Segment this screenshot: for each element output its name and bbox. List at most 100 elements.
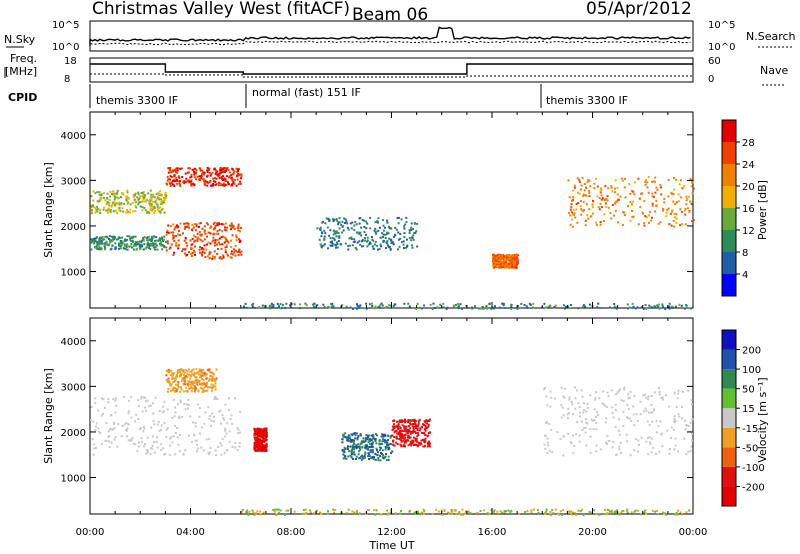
vel-cell-3-244 xyxy=(363,441,366,443)
noise-left-label: N.Sky xyxy=(4,33,36,46)
power-cell-1-256 xyxy=(100,239,103,242)
vel-cell-1-40 xyxy=(183,390,185,393)
vel-cell-0-214 xyxy=(204,411,207,414)
power-cell-6-69 xyxy=(681,223,684,225)
power-cell-2-96 xyxy=(233,170,236,173)
vel-cell-5-118 xyxy=(570,442,573,445)
power-cell-2-236 xyxy=(224,184,227,187)
power-cell-1-19 xyxy=(93,242,96,245)
vel-cell-4-210 xyxy=(404,433,407,436)
power-cell-2-114 xyxy=(173,178,176,181)
vel-cell-0-90 xyxy=(177,443,180,446)
power-cell-6-105 xyxy=(660,186,663,189)
power-cell-2-90 xyxy=(225,175,228,178)
vel-ground-cell-137 xyxy=(545,508,548,511)
vel-cell-0-185 xyxy=(168,454,171,457)
power-cell-3-100 xyxy=(234,254,237,257)
power-cell-0-173 xyxy=(113,198,116,201)
x-ticks: 00:00 04:00 08:00 12:00 16:00 20:00 00:00 xyxy=(76,527,708,538)
power-cell-4-127 xyxy=(386,244,389,247)
power-ground-cell-219 xyxy=(640,306,643,309)
power-cell-0-225 xyxy=(117,197,120,200)
vel-ground-cell-142 xyxy=(263,513,266,516)
vel-cell-0-12 xyxy=(211,412,214,415)
power-cell-2-98 xyxy=(232,169,235,172)
vel-cell-0-169 xyxy=(110,441,113,444)
vel-cell-3-13 xyxy=(344,432,347,435)
power-cell-3-212 xyxy=(221,243,224,246)
vel-cell-5-183 xyxy=(639,400,642,403)
power-cell-4-103 xyxy=(372,239,375,242)
vel-cell-1-226 xyxy=(190,381,193,384)
vel-cell-4-242 xyxy=(397,424,400,427)
vel-cell-0-78 xyxy=(200,426,203,429)
power-ground-cell-81 xyxy=(661,303,664,306)
vel-cell-0-133 xyxy=(226,422,229,425)
power-cell-4-241 xyxy=(327,217,330,220)
vel-cell-5-167 xyxy=(568,398,571,401)
power-cell-0-246 xyxy=(97,200,100,203)
power-cbar-swatch-7 xyxy=(722,120,736,142)
power-cell-3-245 xyxy=(240,250,243,253)
power-cell-1-253 xyxy=(94,246,97,249)
power-cell-6-183 xyxy=(584,219,587,222)
power-cell-3-68 xyxy=(173,235,176,238)
power-cell-6-9 xyxy=(651,180,653,183)
power-cell-2-33 xyxy=(211,171,214,174)
power-cell-6-102 xyxy=(645,216,648,219)
vel-cell-4-122 xyxy=(405,425,408,428)
vel-cell-3-116 xyxy=(368,434,371,437)
vel-cell-3-11 xyxy=(375,447,378,450)
power-cell-5-195 xyxy=(496,262,499,264)
power-cell-4-172 xyxy=(318,238,321,241)
power-cell-6-192 xyxy=(672,200,675,203)
vel-ground-cell-105 xyxy=(573,511,576,514)
vel-ground-cell-178 xyxy=(437,510,440,513)
vel-cell-0-100 xyxy=(115,404,118,407)
vel-cell-3-109 xyxy=(341,441,344,444)
power-cell-1-139 xyxy=(163,245,166,248)
vel-cell-0-248 xyxy=(102,398,105,401)
power-cell-2-162 xyxy=(230,174,233,177)
vel-cell-0-183 xyxy=(185,403,188,406)
power-ground-cell-211 xyxy=(503,307,506,310)
power-cell-6-35 xyxy=(665,211,668,214)
power-cell-5-207 xyxy=(508,266,511,269)
vel-cell-1-41 xyxy=(194,376,197,379)
power-ground-cell-175 xyxy=(341,304,344,307)
power-cell-1-24 xyxy=(124,238,126,241)
power-cell-3-140 xyxy=(184,222,187,225)
power-cell-6-198 xyxy=(690,185,693,188)
vel-cell-3-67 xyxy=(357,445,360,448)
power-ground-cell-95 xyxy=(457,305,460,308)
vel-cell-5-156 xyxy=(640,436,643,439)
vel-cell-1-95 xyxy=(212,373,215,376)
power-cell-3-186 xyxy=(230,224,233,227)
power-cell-6-174 xyxy=(643,222,646,225)
vel-cell-2-162 xyxy=(263,429,266,432)
vel-cell-5-73 xyxy=(563,396,566,399)
power-cell-6-21 xyxy=(599,221,602,223)
power-cell-3-232 xyxy=(172,223,175,226)
power-cell-3-208 xyxy=(206,223,209,226)
power-cell-6-18 xyxy=(575,208,578,211)
vel-cell-5-132 xyxy=(628,396,631,399)
vel-cell-5-56 xyxy=(627,397,630,400)
power-ground-cell-131 xyxy=(323,306,326,308)
power-ground-cell-157 xyxy=(377,306,380,309)
power-cell-5-230 xyxy=(498,265,501,267)
vel-cell-1-202 xyxy=(177,382,180,385)
vel-cell-3-187 xyxy=(342,453,345,456)
power-cell-6-130 xyxy=(568,196,571,199)
power-cell-2-23 xyxy=(175,176,178,179)
vel-cell-4-78 xyxy=(396,443,399,445)
vel-ground-cell-7 xyxy=(510,509,513,512)
power-cell-0-221 xyxy=(148,200,151,202)
power-cell-2-104 xyxy=(204,184,207,187)
power-cell-2-157 xyxy=(228,176,231,179)
power-cell-2-156 xyxy=(192,170,195,173)
power-cell-3-216 xyxy=(225,246,228,248)
power-ground-cell-160 xyxy=(459,303,462,306)
power-cbar-frame xyxy=(721,119,737,297)
vel-cell-3-98 xyxy=(341,449,344,451)
